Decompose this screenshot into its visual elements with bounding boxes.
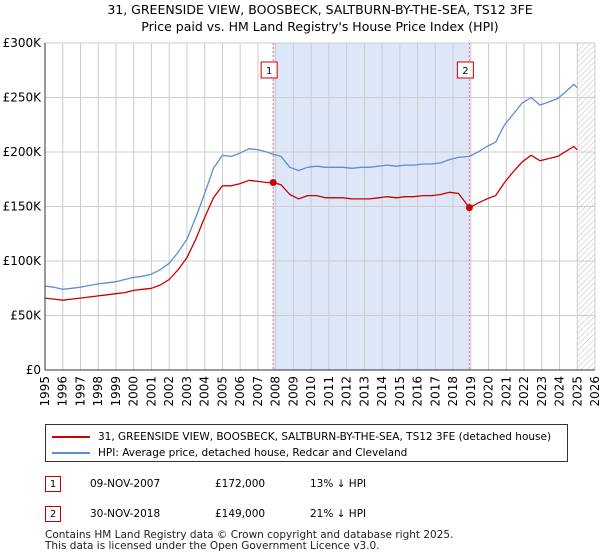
transaction-price: £149,000 xyxy=(215,508,266,520)
transaction-point xyxy=(269,179,277,187)
x-tick-label: 2001 xyxy=(144,376,158,407)
transaction-badge: 1 xyxy=(45,476,61,492)
x-tick-label: 2017 xyxy=(428,376,442,407)
annotation-box xyxy=(260,61,278,79)
chart-title-line2: Price paid vs. HM Land Registry's House … xyxy=(141,19,498,34)
y-tick-label: £250K xyxy=(3,91,43,105)
hpi-series-line xyxy=(45,83,578,290)
legend-label-hpi: HPI: Average price, detached house, Redc… xyxy=(98,447,408,459)
legend-item-hpi: HPI: Average price, detached house, Redc… xyxy=(52,446,407,460)
x-tick-label: 2019 xyxy=(464,376,478,407)
transaction-point xyxy=(465,204,473,212)
footer-line-2: This data is licensed under the Open Gov… xyxy=(45,540,380,552)
x-tick-label: 1998 xyxy=(91,376,105,407)
x-tick-label: 1995 xyxy=(38,376,52,407)
transaction-date: 09-NOV-2007 xyxy=(90,478,161,490)
x-tick-label: 2005 xyxy=(215,376,229,407)
x-tick-label: 1996 xyxy=(56,376,70,407)
transaction-badge: 2 xyxy=(45,506,61,522)
transaction-row: 1 09-NOV-2007 £172,000 13% ↓ HPI xyxy=(45,476,600,496)
x-tick-label: 2004 xyxy=(198,376,212,407)
x-tick-label: 2026 xyxy=(588,376,600,407)
x-tick-label: 1999 xyxy=(109,376,123,407)
x-tick-label: 2020 xyxy=(482,376,496,407)
transaction-hpi-relation: 21% ↓ HPI xyxy=(310,508,367,520)
price-chart: 31, GREENSIDE VIEW, BOOSBECK, SALTBURN-B… xyxy=(3,2,600,407)
x-tick-label: 2009 xyxy=(286,376,300,407)
y-tick-label: £100K xyxy=(3,254,43,268)
x-tick-label: 2008 xyxy=(269,376,283,407)
x-tick-label: 2013 xyxy=(357,376,371,407)
legend-swatch-blue xyxy=(52,452,90,454)
legend-item-price-paid: 31, GREENSIDE VIEW, BOOSBECK, SALTBURN-B… xyxy=(52,430,551,444)
x-tick-label: 2012 xyxy=(340,376,354,407)
y-tick-label: £0 xyxy=(26,363,41,377)
transaction-date: 30-NOV-2018 xyxy=(90,508,161,520)
x-tick-label: 2006 xyxy=(233,376,247,407)
footer-line-1: Contains HM Land Registry data © Crown c… xyxy=(45,529,454,541)
annotation-label: 1 xyxy=(266,66,272,77)
x-tick-label: 2003 xyxy=(180,376,194,407)
x-tick-label: 2011 xyxy=(322,376,336,407)
transaction-hpi-relation: 13% ↓ HPI xyxy=(310,478,367,490)
x-tick-label: 2024 xyxy=(553,376,567,407)
footer-notice: Contains HM Land Registry data © Crown c… xyxy=(45,530,453,552)
legend-label-price-paid: 31, GREENSIDE VIEW, BOOSBECK, SALTBURN-B… xyxy=(98,431,552,443)
annotation-box xyxy=(456,61,474,79)
y-tick-label: £50K xyxy=(10,309,42,323)
x-tick-label: 2015 xyxy=(393,376,407,407)
price-paid-series-line xyxy=(45,145,578,301)
x-tick-label: 2016 xyxy=(411,376,425,407)
transaction-row: 2 30-NOV-2018 £149,000 21% ↓ HPI xyxy=(45,506,600,526)
x-tick-label: 2010 xyxy=(304,376,318,407)
legend-swatch-red xyxy=(52,436,90,438)
x-tick-label: 2023 xyxy=(535,376,549,407)
x-tick-label: 2018 xyxy=(446,376,460,407)
y-tick-label: £300K xyxy=(3,36,43,50)
x-tick-label: 2000 xyxy=(127,376,141,407)
x-tick-label: 2021 xyxy=(499,376,513,407)
x-tick-label: 2025 xyxy=(570,376,584,407)
x-tick-label: 1997 xyxy=(73,376,87,407)
x-tick-label: 2014 xyxy=(375,376,389,407)
transaction-price: £172,000 xyxy=(215,478,266,490)
chart-legend: 31, GREENSIDE VIEW, BOOSBECK, SALTBURN-B… xyxy=(45,424,568,462)
y-tick-label: £150K xyxy=(3,200,43,214)
x-tick-label: 2007 xyxy=(251,376,265,407)
annotation-label: 2 xyxy=(462,66,468,77)
chart-title-line1: 31, GREENSIDE VIEW, BOOSBECK, SALTBURN-B… xyxy=(107,2,532,17)
x-tick-label: 2022 xyxy=(517,376,531,407)
x-tick-label: 2002 xyxy=(162,376,176,407)
y-tick-label: £200K xyxy=(3,145,43,159)
